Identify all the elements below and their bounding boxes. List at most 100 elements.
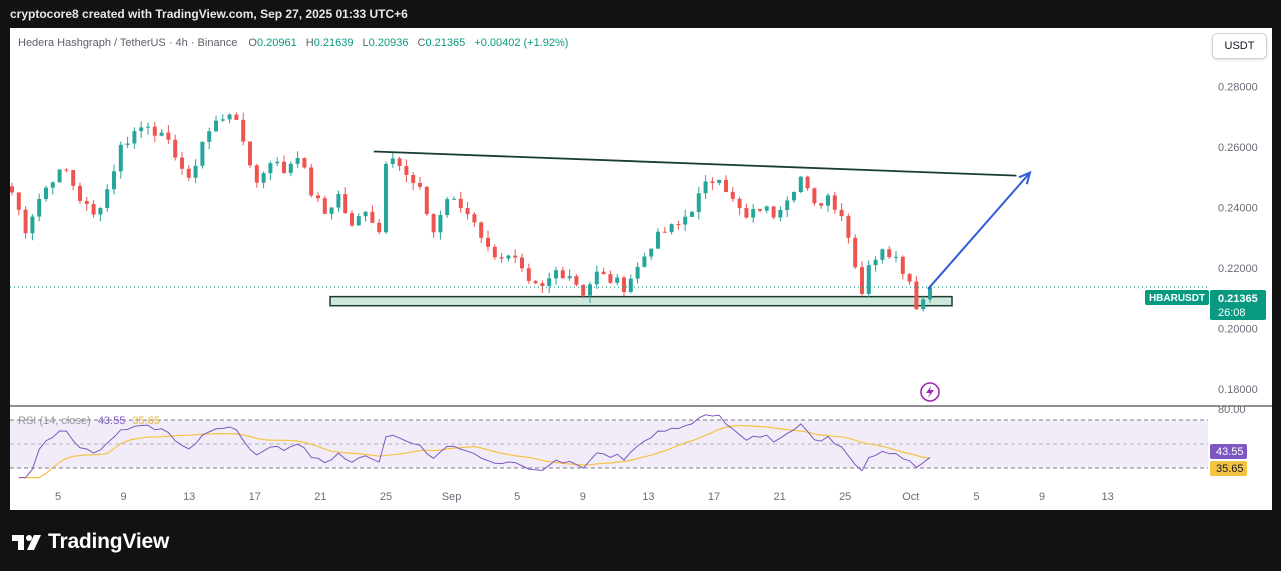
price-tag-value-bg <box>1210 290 1266 320</box>
candle-body <box>805 176 810 189</box>
tradingview-logo-icon <box>12 535 41 550</box>
candle-body <box>207 131 212 142</box>
candle-body <box>696 193 701 212</box>
candle-body <box>282 161 286 173</box>
candle-body <box>601 271 606 275</box>
candle-body <box>288 163 293 173</box>
chart-area[interactable]: Hedera Hashgraph / TetherUS · 4h · Binan… <box>10 28 1272 510</box>
y-tick-label: 0.28000 <box>1218 81 1258 93</box>
candle-body <box>533 280 538 284</box>
candle-body <box>649 248 654 257</box>
candle-body <box>928 287 932 300</box>
candle-body <box>594 271 599 285</box>
chart-svg[interactable]: Hedera Hashgraph / TetherUS · 4h · Binan… <box>10 28 1272 510</box>
x-tick-label: Sep <box>442 491 462 503</box>
candle-body <box>458 198 463 209</box>
projection-arrow <box>927 171 1031 290</box>
x-tick-label: Oct <box>902 491 919 503</box>
candle-body <box>785 200 790 210</box>
x-tick-label: 25 <box>839 491 851 503</box>
candle-body <box>10 186 14 193</box>
x-tick-label: 9 <box>1039 491 1045 503</box>
candle-body <box>520 257 524 269</box>
price-tag-symbol-bg <box>1145 290 1209 305</box>
candle-body <box>295 158 300 164</box>
candles <box>10 112 932 312</box>
candle-body <box>377 222 382 233</box>
candle-body <box>642 256 647 267</box>
price-axis: 0.28000 0.26000 0.24000 0.22000 0.20000 0.180… <box>1218 81 1258 395</box>
rsi-ma-tag-text: 35.65 <box>1216 463 1244 475</box>
price-tag-price: 0.21365 <box>1218 293 1258 305</box>
candle-body <box>764 206 769 211</box>
candle-body <box>581 284 586 296</box>
candle-body <box>608 274 613 283</box>
candle-body <box>125 143 130 145</box>
candle-body <box>860 267 864 294</box>
candle-body <box>200 141 205 166</box>
x-tick-label: 5 <box>55 491 61 503</box>
rsi-legend-ma: 35.65 <box>132 415 160 427</box>
candle-body <box>302 158 307 168</box>
candle-body <box>78 185 82 201</box>
candle-body <box>418 182 422 187</box>
candle-body <box>363 211 368 217</box>
x-tick-label: 13 <box>1101 491 1113 503</box>
candle-body <box>316 195 320 199</box>
candle-body <box>724 179 728 192</box>
candle-body <box>397 158 402 167</box>
candle-body <box>118 144 123 172</box>
x-tick-label: 17 <box>249 491 261 503</box>
candle-body <box>669 224 674 233</box>
x-tick-label: 5 <box>514 491 520 503</box>
y-tick-label: 0.24000 <box>1218 202 1258 214</box>
candle-body <box>560 270 565 279</box>
candle-body <box>486 237 490 247</box>
y-tick-label: 0.18000 <box>1218 384 1258 396</box>
candle-body <box>173 139 178 158</box>
candle-body <box>710 181 715 184</box>
candle-body <box>98 208 103 215</box>
tradingview-logo[interactable]: TradingView <box>12 530 169 554</box>
header-text: cryptocore8 created with TradingView.com… <box>10 7 408 21</box>
candle-body <box>635 266 640 279</box>
trendline <box>373 150 1017 177</box>
candle-body <box>322 198 327 214</box>
candle-body <box>275 161 280 164</box>
x-tick-label: 21 <box>314 491 326 503</box>
candle-body <box>778 209 783 218</box>
x-tick-label: 25 <box>380 491 392 503</box>
rsi-top-tick: 80.00 <box>1218 404 1246 416</box>
rsi-label-text: RSI (14, close) <box>18 415 91 427</box>
y-tick-label: 0.20000 <box>1218 323 1258 335</box>
candle-body <box>615 277 620 283</box>
y-tick-label: 0.22000 <box>1218 263 1258 275</box>
candle-body <box>186 168 191 178</box>
candle-body <box>132 131 137 144</box>
candle-body <box>676 224 681 226</box>
candle-body <box>84 200 89 205</box>
projection-arrow-head <box>1018 170 1032 185</box>
candle-body <box>758 208 762 211</box>
candle-body <box>628 278 633 293</box>
rsi-ma-tag <box>1210 461 1247 476</box>
legend-o-value: 0.20961 <box>257 37 297 49</box>
candle-body <box>234 114 239 120</box>
candle-body <box>343 194 348 214</box>
candle-body <box>356 216 361 226</box>
candle-body <box>146 126 150 128</box>
legend-h-value: 0.21639 <box>314 37 354 49</box>
candle-body <box>350 213 354 226</box>
candle-body <box>336 194 341 208</box>
currency-button[interactable]: USDT <box>1212 33 1267 59</box>
candle-body <box>574 276 579 285</box>
candle-body <box>866 265 871 294</box>
candle-body <box>105 189 110 209</box>
price-tag-symbol: HBARUSDT <box>1149 293 1205 304</box>
support-zone <box>329 295 953 307</box>
legend-h-label: H <box>306 37 314 49</box>
lightning-icon[interactable] <box>920 382 940 402</box>
candle-body <box>873 259 878 266</box>
candle-body <box>220 119 225 121</box>
candle-body <box>404 166 409 175</box>
